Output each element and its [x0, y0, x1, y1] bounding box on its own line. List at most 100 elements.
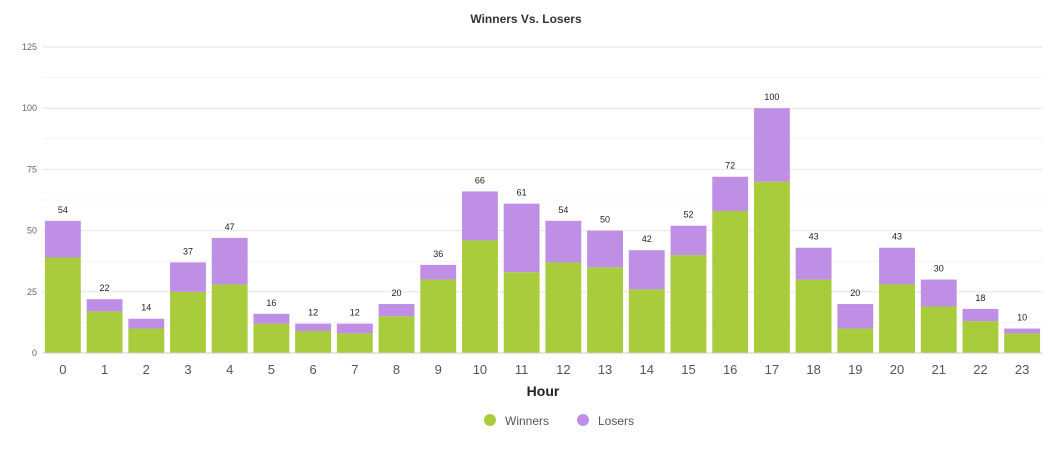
bar-losers-11[interactable] — [503, 203, 540, 273]
bar-winners-23[interactable] — [1004, 333, 1041, 353]
bar-losers-7[interactable] — [336, 323, 373, 334]
bar-winners-11[interactable] — [503, 272, 540, 353]
bar-winners-15[interactable] — [670, 255, 707, 353]
bar-winners-13[interactable] — [587, 267, 623, 353]
bar-losers-2[interactable] — [128, 318, 165, 329]
x-tick-label: 5 — [268, 362, 275, 377]
bar-winners-7[interactable] — [336, 333, 373, 353]
bar-losers-5[interactable] — [253, 313, 290, 324]
x-tick-label: 7 — [351, 362, 358, 377]
x-tick-label: 13 — [598, 362, 612, 377]
total-label-21: 30 — [934, 264, 944, 274]
x-tick-label: 8 — [393, 362, 400, 377]
x-axis-ticks: 0 1 2 3 4 5 6 7 8 9 10 11 12 13 14 15 16 17 18 19 20 21 22 23 — [59, 362, 1029, 377]
total-label-13: 50 — [600, 215, 610, 225]
bar-winners-17[interactable] — [753, 181, 790, 353]
y-tick-label: 25 — [27, 287, 37, 297]
x-tick-label: 23 — [1015, 362, 1029, 377]
bar-losers-19[interactable] — [837, 304, 874, 329]
bar-winners-1[interactable] — [86, 311, 123, 353]
x-tick-label: 22 — [973, 362, 987, 377]
bar-losers-23[interactable] — [1004, 328, 1041, 334]
total-label-18: 43 — [809, 232, 819, 242]
total-label-7: 12 — [350, 308, 360, 318]
bar-winners-9[interactable] — [420, 279, 457, 353]
bar-losers-13[interactable] — [587, 230, 623, 268]
total-label-11: 61 — [517, 188, 527, 198]
x-tick-label: 20 — [890, 362, 904, 377]
bar-losers-18[interactable] — [795, 247, 832, 280]
total-label-16: 72 — [725, 161, 735, 171]
grid-lines — [42, 46, 1043, 323]
bar-winners-14[interactable] — [628, 289, 665, 353]
bar-losers-0[interactable] — [44, 220, 81, 258]
total-label-14: 42 — [642, 234, 652, 244]
x-tick-label: 18 — [806, 362, 820, 377]
total-label-1: 22 — [100, 283, 110, 293]
bar-winners-8[interactable] — [378, 316, 415, 353]
legend-label: Losers — [598, 414, 634, 428]
total-label-5: 16 — [266, 298, 276, 308]
bar-losers-14[interactable] — [628, 250, 665, 290]
x-tick-label: 2 — [143, 362, 150, 377]
y-tick-label: 50 — [27, 226, 37, 236]
bar-losers-22[interactable] — [962, 308, 999, 322]
bar-winners-21[interactable] — [920, 306, 957, 353]
bar-losers-20[interactable] — [879, 247, 915, 285]
bar-winners-10[interactable] — [462, 240, 498, 353]
chart-title: Winners Vs. Losers — [470, 12, 582, 26]
total-label-17: 100 — [764, 92, 779, 102]
bar-winners-4[interactable] — [211, 284, 248, 353]
bar-winners-0[interactable] — [44, 257, 81, 353]
legend-label: Winners — [505, 414, 549, 428]
x-tick-label: 19 — [848, 362, 862, 377]
legend-item-winners[interactable]: Winners — [484, 414, 549, 428]
bar-losers-3[interactable] — [170, 262, 206, 292]
bar-losers-4[interactable] — [211, 237, 248, 285]
bars — [44, 108, 1041, 353]
bar-losers-10[interactable] — [462, 191, 498, 241]
bar-winners-2[interactable] — [128, 328, 165, 353]
bar-losers-17[interactable] — [753, 108, 790, 182]
data-labels: 54 22 14 37 47 16 12 12 20 36 66 61 54 50 42 52 72 100 43 2… — [58, 92, 1027, 322]
bar-winners-22[interactable] — [962, 321, 999, 353]
bar-losers-6[interactable] — [295, 323, 332, 331]
bar-winners-6[interactable] — [295, 330, 332, 353]
bar-losers-15[interactable] — [670, 225, 707, 256]
legend-item-losers[interactable]: Losers — [577, 414, 634, 428]
y-tick-label: 125 — [22, 42, 37, 52]
bar-winners-18[interactable] — [795, 279, 832, 353]
x-tick-label: 17 — [765, 362, 779, 377]
bar-losers-21[interactable] — [920, 279, 957, 307]
y-tick-label: 100 — [22, 103, 37, 113]
bar-winners-12[interactable] — [545, 262, 582, 353]
total-label-12: 54 — [558, 205, 568, 215]
x-tick-label: 9 — [435, 362, 442, 377]
bar-winners-19[interactable] — [837, 328, 874, 353]
total-label-10: 66 — [475, 175, 485, 185]
y-axis-ticks: 0 25 50 75 100 125 — [22, 42, 37, 358]
x-axis-label: Hour — [527, 383, 560, 399]
total-label-15: 52 — [683, 210, 693, 220]
total-label-23: 10 — [1017, 313, 1027, 323]
bar-losers-12[interactable] — [545, 220, 582, 263]
total-label-20: 43 — [892, 232, 902, 242]
bar-losers-1[interactable] — [86, 299, 123, 312]
bar-winners-3[interactable] — [170, 291, 206, 353]
total-label-2: 14 — [141, 303, 151, 313]
x-tick-label: 16 — [723, 362, 737, 377]
legend[interactable]: Winners Losers — [484, 414, 634, 428]
bar-winners-16[interactable] — [712, 211, 749, 353]
x-tick-label: 6 — [309, 362, 316, 377]
x-tick-label: 12 — [556, 362, 570, 377]
y-tick-label: 0 — [32, 348, 37, 358]
total-label-19: 20 — [850, 288, 860, 298]
bar-winners-20[interactable] — [879, 284, 915, 353]
bar-losers-16[interactable] — [712, 176, 749, 212]
bar-losers-9[interactable] — [420, 264, 457, 280]
bar-losers-8[interactable] — [378, 304, 415, 317]
total-label-6: 12 — [308, 308, 318, 318]
y-tick-label: 75 — [27, 164, 37, 174]
bar-winners-5[interactable] — [253, 323, 290, 353]
